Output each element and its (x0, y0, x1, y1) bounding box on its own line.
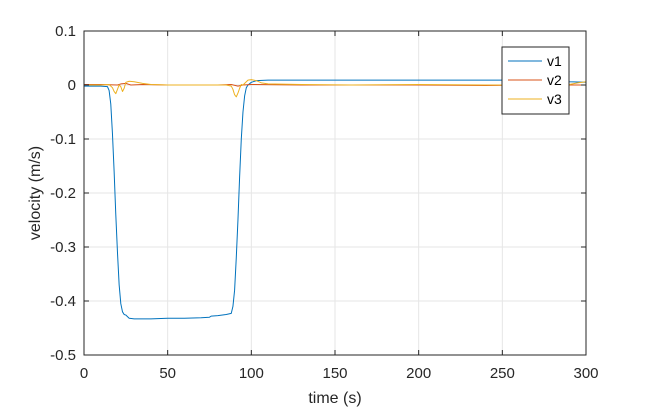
y-tick-label: -0.5 (50, 347, 76, 364)
y-tick-label: -0.3 (50, 239, 76, 256)
legend-label-v3: v3 (547, 91, 562, 107)
series-line-v3 (84, 79, 586, 98)
x-tick-label: 100 (239, 365, 264, 382)
y-tick-label: 0 (68, 77, 76, 94)
legend-label-v1: v1 (547, 53, 562, 69)
x-tick-label: 300 (573, 365, 598, 382)
x-tick-label: 200 (406, 365, 431, 382)
legend-label-v2: v2 (547, 72, 562, 88)
x-tick-label: 150 (322, 365, 347, 382)
y-tick-label: -0.2 (50, 185, 76, 202)
y-axis-label: velocity (m/s) (27, 146, 44, 240)
plot-area (84, 79, 586, 320)
x-axis-label: time (s) (308, 390, 361, 407)
y-tick-label: -0.4 (50, 293, 76, 310)
y-tick-label: -0.1 (50, 131, 76, 148)
axis-ticks: 0 50 100 150 200 250 300 -0.5 -0.4 -0.3 -0.2 -0.1 0 0… (50, 23, 598, 382)
y-tick-label: 0.1 (55, 23, 76, 40)
x-tick-label: 0 (80, 365, 88, 382)
legend: v1 v2 v3 (501, 46, 570, 115)
series-line-v2 (84, 82, 586, 87)
x-tick-label: 50 (159, 365, 176, 382)
x-tick-label: 250 (490, 365, 515, 382)
